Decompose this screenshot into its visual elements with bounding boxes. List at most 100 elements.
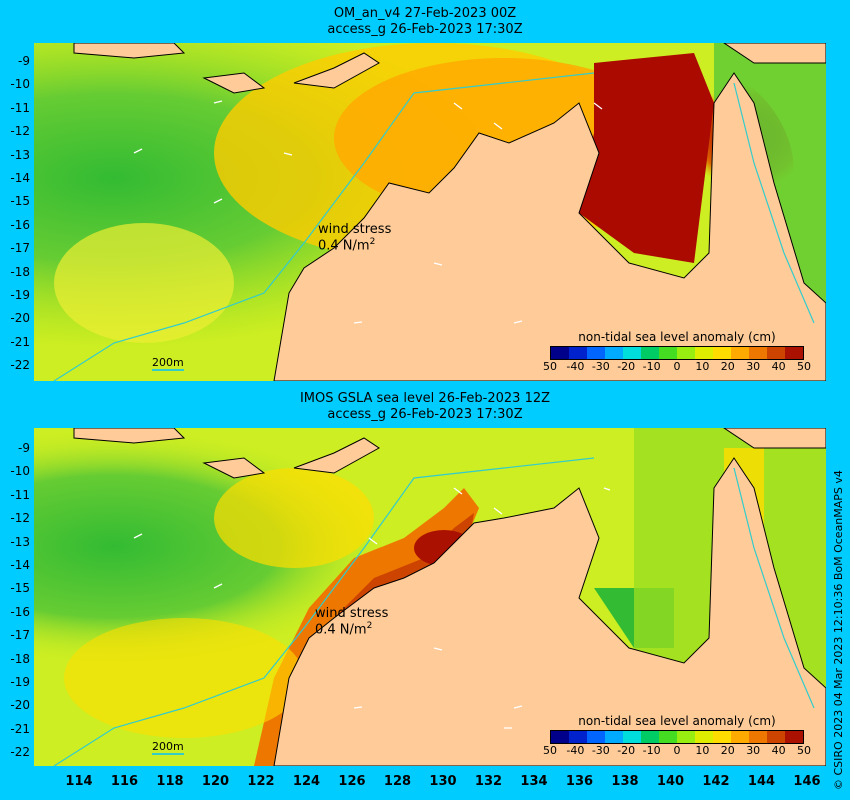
panel2-wind-label: wind stress 0.4 N/m2 [315,606,388,637]
latitude-tick: -13 [10,534,30,549]
latitude-tick: -11 [10,487,30,502]
latitude-tick: -10 [10,77,30,92]
wind-stress-text: wind stress [315,606,389,621]
panel2-colorbar-ticks: 50 -40 -30 -20 -10 0 10 20 30 40 50 [543,744,811,758]
colorbar-swatch [551,731,569,743]
latitude-tick: -20 [10,311,30,326]
colorbar-tick: 50 [543,360,557,373]
colorbar-swatch [713,347,731,359]
latitude-tick: -19 [10,675,30,689]
latitude-tick: -9 [18,441,30,455]
colorbar-swatch [749,347,767,359]
copyright-text: © CSIRO 2023 04 Mar 2023 12:10:36 BoM Oc… [832,470,845,790]
panel1-depth-label: 200m [152,356,184,371]
wind-stress-text: wind stress [318,222,392,237]
colorbar-swatch [623,347,641,359]
panel1-legend: non-tidal sea level anomaly (cm) 50 -40 -3… [543,330,811,374]
panel1-colorbar-ticks: 50 -40 -30 -20 -10 0 10 20 30 40 50 [543,360,811,374]
colorbar-swatch [731,731,749,743]
colorbar-tick: 30 [746,360,761,373]
colorbar-swatch [569,731,587,743]
colorbar-swatch [731,347,749,359]
longitude-tick: 138 [611,774,639,789]
colorbar-tick: -30 [591,744,610,757]
latitude-tick: -15 [10,581,30,596]
colorbar-swatch [641,347,659,359]
latitude-tick: -14 [10,171,30,185]
colorbar-swatch [713,731,731,743]
colorbar-swatch [695,731,713,743]
latitude-tick: -19 [10,288,30,302]
colorbar-swatch [749,731,767,743]
colorbar-tick: -40 [566,744,585,757]
longitude-tick: 140 [656,774,685,789]
wind-stress-value: 0.4 N/m [318,238,370,254]
latitude-tick: -10 [10,464,30,479]
latitude-tick: -21 [10,334,30,349]
panel2-legend: non-tidal sea level anomaly (cm) 50 -40 -3… [543,714,811,758]
colorbar-tick: 40 [771,744,786,757]
longitude-tick: 132 [474,774,503,789]
latitude-tick: -12 [10,511,30,526]
colorbar-swatch [605,347,623,359]
longitude-tick: 128 [383,774,412,789]
colorbar-tick: 40 [771,360,786,373]
longitude-tick: 134 [520,774,548,789]
colorbar-swatch [659,731,677,743]
longitude-tick: 122 [247,774,275,789]
colorbar-tick: 50 [797,744,811,757]
colorbar-tick: 0 [673,360,681,373]
colorbar-tick: 20 [720,744,735,757]
panel2-title-line2: access_g 26-Feb-2023 17:30Z [327,407,523,422]
colorbar-swatch [623,731,641,743]
colorbar-tick: -20 [617,744,636,757]
colorbar-tick: 10 [695,744,710,757]
colorbar-swatch [587,347,605,359]
latitude-tick: -11 [10,100,30,115]
longitude-tick: 126 [338,774,366,789]
longitude-tick: 136 [565,774,594,789]
latitude-tick: -15 [10,194,30,209]
panel2-colorbar [550,730,804,744]
colorbar-swatch [659,347,677,359]
latitude-tick: -14 [10,558,30,572]
latitude-tick: -16 [10,217,30,232]
latitude-tick: -16 [10,604,30,619]
colorbar-swatch [677,731,695,743]
colorbar-swatch [569,347,587,359]
panel1-colorbar [550,346,804,360]
colorbar-tick: 50 [543,744,557,757]
longitude-tick: 114 [65,774,93,789]
latitude-tick: -9 [18,54,30,68]
wind-stress-exp: 2 [369,237,376,247]
colorbar-tick: -10 [642,744,661,757]
colorbar-tick: -10 [642,360,661,373]
longitude-tick: 130 [429,774,457,789]
panel2-depth-label: 200m [152,740,184,755]
colorbar-swatch [695,347,713,359]
latitude-tick: -17 [10,628,30,643]
panel1-legend-title: non-tidal sea level anomaly (cm) [578,330,776,344]
panel2-legend-title: non-tidal sea level anomaly (cm) [578,714,776,728]
colorbar-tick: 10 [695,360,710,373]
latitude-tick: -22 [10,358,30,373]
longitude-tick: 146 [793,774,821,789]
colorbar-tick: 20 [720,360,735,373]
longitude-tick: 142 [702,774,730,789]
latitude-tick: -18 [10,264,30,279]
colorbar-swatch [785,731,803,743]
latitude-tick: -18 [10,651,30,666]
latitude-tick: -13 [10,147,30,162]
panel1-title-line1: OM_an_v4 27-Feb-2023 00Z [333,6,517,21]
latitude-tick: -12 [10,124,30,139]
colorbar-swatch [641,731,659,743]
colorbar-swatch [587,731,605,743]
latitude-tick: -21 [10,721,30,736]
colorbar-tick: -20 [617,360,636,373]
latitude-tick: -22 [10,745,30,760]
panel1-wind-label: wind stress 0.4 N/m2 [318,222,391,253]
wind-stress-exp: 2 [366,621,373,631]
panel2-map [34,428,826,766]
colorbar-swatch [605,731,623,743]
latitude-tick: -20 [10,698,30,713]
